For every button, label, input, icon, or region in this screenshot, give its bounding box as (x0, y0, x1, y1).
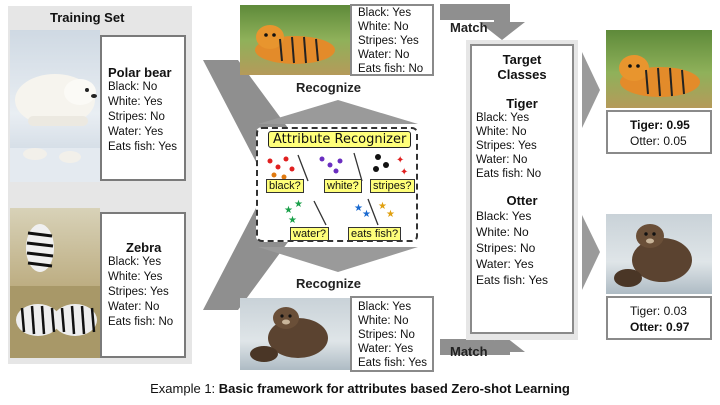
result-otter-otter-score: 0.97 (666, 320, 690, 334)
zebra-attr: Stripes: Yes (108, 286, 169, 298)
target-title-line2: Classes (497, 67, 547, 82)
match-top-label: Match (450, 20, 488, 35)
recognizer-title: Attribute Recognizer (268, 131, 412, 148)
zebra-name: Zebra (126, 240, 162, 255)
result-otter-image (606, 214, 712, 294)
polar-bear-attr: Black: No (108, 81, 158, 93)
target-otter-attr: Eats fish: Yes (476, 273, 549, 287)
svg-text:★: ★ (362, 209, 371, 220)
recognizer-label-white: white? (324, 179, 362, 193)
polar-bear-attr: Stripes: No (108, 111, 165, 123)
query-bottom-attr: White: No (358, 315, 409, 327)
training-set-title: Training Set (50, 10, 125, 25)
result-otter-scores: Tiger: 0.03 Otter: 0.97 (606, 296, 712, 340)
result-tiger-otter-score: 0.05 (663, 134, 687, 148)
svg-text:★: ★ (354, 203, 363, 214)
svg-text:✦: ✦ (396, 155, 404, 166)
polar-bear-attr: Eats fish: Yes (108, 141, 178, 153)
target-otter-attr: Black: Yes (476, 209, 532, 223)
attribute-recognizer: Attribute Recognizer ✦ ✦ ★ ★ ★ ★ ★ ★ ★ black?… (256, 127, 418, 242)
polar-bear-attr: Water: Yes (108, 126, 164, 138)
result-top-arrow (582, 52, 600, 128)
result-tiger-scores: Tiger: 0.95 Otter: 0.05 (606, 110, 712, 154)
query-top-attr: Eats fish: No (358, 63, 424, 75)
zebra-attr: Eats fish: No (108, 316, 174, 328)
match-top-arrow (440, 4, 525, 40)
target-tiger-attr: Black: Yes (476, 112, 530, 124)
target-otter-name: Otter (506, 193, 538, 208)
query-top-attr: White: No (358, 21, 409, 33)
result-tiger-otter-label: Otter: (630, 134, 661, 148)
svg-text:★: ★ (288, 215, 297, 226)
polar-bear-name: Polar bear (108, 65, 172, 80)
caption-title: Basic framework for attributes based Zer… (218, 381, 570, 396)
target-tiger-name: Tiger (506, 96, 538, 111)
result-tiger-image (606, 30, 712, 108)
target-otter-attr: Stripes: No (476, 241, 536, 255)
recognizer-scatter: ✦✦ ★★★ ★★ ★★ (267, 152, 408, 226)
zebra-image (10, 208, 100, 358)
recognize-down-arrow (258, 247, 418, 272)
result-otter-tiger-label: Tiger: (630, 304, 661, 318)
polar-bear-image (10, 30, 100, 182)
polar-bear-card: Polar bear Black: No White: Yes Stripes:… (100, 35, 186, 181)
recognizer-label-water: water? (290, 227, 330, 241)
recognize-bottom-label: Recognize (296, 276, 362, 291)
svg-text:★: ★ (284, 205, 293, 216)
query-otter-image (240, 298, 350, 370)
target-tiger-attr: Stripes: Yes (476, 140, 537, 152)
query-top-attributes: Black: Yes White: No Stripes: Yes Water:… (350, 4, 434, 76)
svg-text:★: ★ (386, 209, 395, 220)
result-otter-otter-label: Otter: (630, 320, 663, 334)
target-otter-attr: Water: Yes (476, 257, 534, 271)
target-tiger-attr: Eats fish: No (476, 168, 542, 180)
target-classes-card: Target Classes Tiger Black: Yes White: N… (470, 44, 574, 334)
zebra-card: Zebra Black: Yes White: Yes Stripes: Yes… (100, 212, 186, 358)
result-tiger-tiger-label: Tiger: (630, 118, 664, 132)
result-otter-row-tiger: Tiger: 0.03 (630, 303, 710, 319)
svg-text:★: ★ (294, 199, 303, 210)
target-tiger-attr: White: No (476, 126, 527, 138)
result-tiger-row-otter: Otter: 0.05 (630, 133, 710, 149)
query-bottom-attributes: Black: Yes White: No Stripes: No Water: … (350, 296, 434, 372)
caption-prefix: Example 1: (150, 381, 219, 396)
query-bottom-attr: Water: Yes (358, 343, 414, 355)
query-bottom-attr: Stripes: No (358, 329, 415, 341)
result-bottom-arrow (582, 215, 600, 290)
result-otter-row-otter: Otter: 0.97 (630, 319, 710, 335)
zebra-attr: White: Yes (108, 271, 163, 283)
query-top-attr: Stripes: Yes (358, 35, 419, 47)
figure-caption: Example 1: Basic framework for attribute… (0, 381, 720, 396)
match-bottom-label: Match (450, 344, 488, 359)
target-otter-attr: White: No (476, 225, 529, 239)
query-bottom-attr: Eats fish: Yes (358, 357, 428, 369)
recognizer-label-eats-fish: eats fish? (348, 227, 402, 241)
zebra-attr: Water: No (108, 301, 160, 313)
svg-text:✦: ✦ (400, 167, 408, 178)
query-top-attr: Black: Yes (358, 7, 412, 19)
recognize-top-label: Recognize (296, 80, 362, 95)
recognize-up-arrow (258, 100, 418, 124)
recognizer-label-stripes: stripes? (370, 179, 415, 193)
zebra-attr: Black: Yes (108, 256, 162, 268)
target-title: Target Classes (476, 52, 572, 82)
result-tiger-row-tiger: Tiger: 0.95 (630, 117, 710, 133)
recognizer-label-black: black? (266, 179, 304, 193)
query-bottom-attr: Black: Yes (358, 301, 412, 313)
train-label: Train (230, 177, 262, 192)
result-otter-tiger-score: 0.03 (663, 304, 687, 318)
result-tiger-tiger-score: 0.95 (666, 118, 690, 132)
query-tiger-image (240, 5, 350, 75)
query-top-attr: Water: No (358, 49, 410, 61)
svg-text:★: ★ (378, 201, 387, 212)
polar-bear-attr: White: Yes (108, 96, 163, 108)
target-title-line1: Target (502, 52, 542, 67)
target-tiger-attr: Water: No (476, 154, 528, 166)
